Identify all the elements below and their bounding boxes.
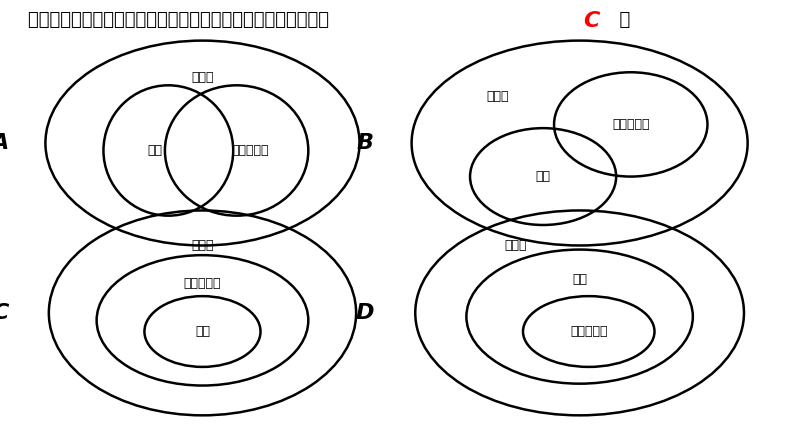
Text: 菱形: 菱形 <box>572 273 587 286</box>
Text: 平行四边形: 平行四边形 <box>612 118 649 131</box>
Text: 菱形: 菱形 <box>536 170 550 183</box>
Text: 菱形: 菱形 <box>195 325 210 338</box>
Text: ）: ） <box>607 11 630 29</box>
Text: 平行四边形: 平行四边形 <box>570 325 607 338</box>
Text: A: A <box>0 133 9 153</box>
Text: 菱形: 菱形 <box>147 144 162 157</box>
Text: 四边形: 四边形 <box>191 72 214 84</box>
Text: 平行四边形: 平行四边形 <box>232 144 269 157</box>
Text: 下列哪个图形能够反映四边形、平行四边形、菱形的关系的是（: 下列哪个图形能够反映四边形、平行四边形、菱形的关系的是（ <box>28 11 341 29</box>
Text: D: D <box>356 303 375 323</box>
Text: 四边形: 四边形 <box>486 90 509 103</box>
Text: C: C <box>0 303 8 323</box>
Text: 平行四边形: 平行四边形 <box>183 277 222 290</box>
Text: 四边形: 四边形 <box>504 239 527 253</box>
Text: 四边形: 四边形 <box>191 239 214 253</box>
Text: C: C <box>584 11 600 31</box>
Text: B: B <box>357 133 374 153</box>
